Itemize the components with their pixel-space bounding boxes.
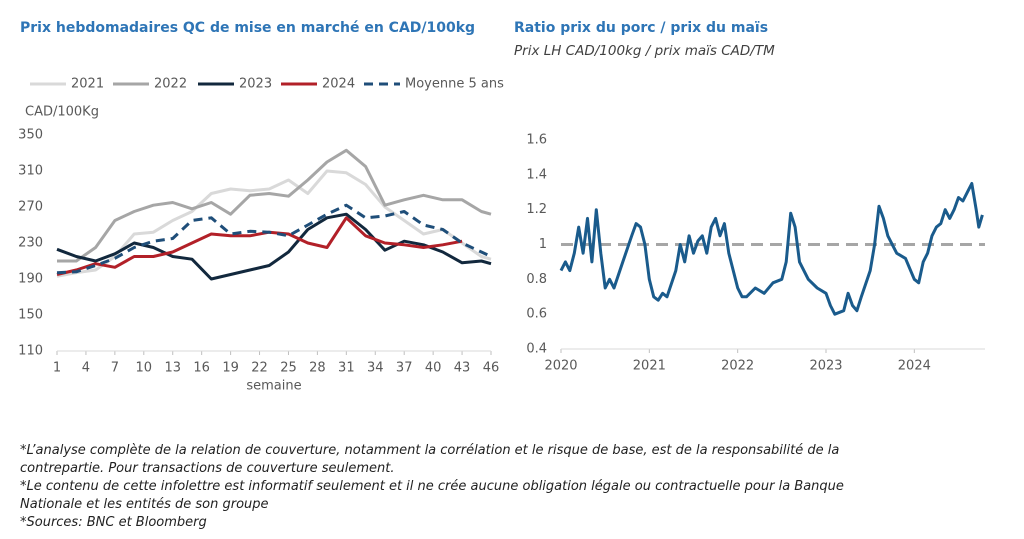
y-tick-label: 1 — [539, 237, 547, 252]
x-tick-label: 19 — [222, 361, 239, 376]
x-tick-label: 7 — [111, 361, 119, 376]
x-tick-label: 4 — [82, 361, 90, 376]
x-tick-label: 1 — [53, 361, 61, 376]
x-tick-label: 2022 — [721, 359, 754, 374]
x-tick-label: 22 — [251, 361, 268, 376]
legend-label: 2023 — [239, 77, 272, 92]
x-tick-label: 2021 — [633, 359, 666, 374]
chart-subtitle: Prix LH CAD/100kg / prix maïs CAD/TM — [514, 43, 775, 59]
x-tick-label: 28 — [309, 361, 326, 376]
y-tick-label: 190 — [18, 272, 43, 287]
footnotes: *L’analyse complète de la relation de co… — [20, 442, 880, 532]
data-line — [57, 148, 492, 263]
x-tick-label: 43 — [454, 361, 471, 376]
y-tick-label: 270 — [18, 200, 43, 215]
x-tick-label: 2020 — [544, 359, 577, 374]
y-tick-label: 110 — [18, 344, 43, 359]
y-tick-label: 150 — [18, 308, 43, 323]
data-line — [56, 169, 492, 278]
data-line — [56, 203, 492, 275]
y-axis-label: CAD/100Kg — [25, 105, 99, 120]
x-tick-label: 13 — [164, 361, 181, 376]
x-tick-label: 34 — [367, 361, 384, 376]
legend-label: Moyenne 5 ans — [405, 77, 504, 92]
y-tick-label: 1.4 — [526, 167, 547, 182]
y-tick-label: 0.4 — [526, 342, 547, 357]
x-axis-label: semaine — [246, 379, 301, 394]
legend-label: 2022 — [154, 77, 187, 92]
x-tick-label: 40 — [425, 361, 442, 376]
y-tick-label: 0.8 — [526, 272, 547, 287]
x-tick-label: 10 — [136, 361, 153, 376]
charts: Prix hebdomadaires QC de mise en marché … — [18, 20, 985, 394]
y-tick-label: 310 — [18, 164, 43, 179]
y-tick-label: 1.6 — [526, 133, 547, 148]
chart-title: Prix hebdomadaires QC de mise en marché … — [20, 20, 475, 36]
x-tick-label: 16 — [193, 361, 210, 376]
y-tick-label: 1.2 — [526, 202, 547, 217]
footnote: *Sources: BNC et Bloomberg — [20, 515, 207, 530]
y-tick-label: 0.6 — [526, 307, 547, 322]
footnote: *Le contenu de cette infolettre est info… — [20, 479, 844, 512]
y-tick-label: 230 — [18, 236, 43, 251]
footnote: *L’analyse complète de la relation de co… — [20, 443, 840, 476]
x-tick-label: 25 — [280, 361, 297, 376]
x-tick-label: 37 — [396, 361, 413, 376]
x-tick-label: 46 — [483, 361, 500, 376]
chart-title: Ratio prix du porc / prix du maïs — [514, 20, 768, 36]
legend-label: 2021 — [71, 77, 104, 92]
x-tick-label: 2023 — [809, 359, 842, 374]
y-tick-label: 350 — [18, 128, 43, 143]
data-line — [56, 216, 463, 276]
x-tick-label: 2024 — [898, 359, 931, 374]
x-tick-label: 31 — [338, 361, 355, 376]
data-line — [559, 182, 984, 316]
legend-label: 2024 — [322, 77, 355, 92]
